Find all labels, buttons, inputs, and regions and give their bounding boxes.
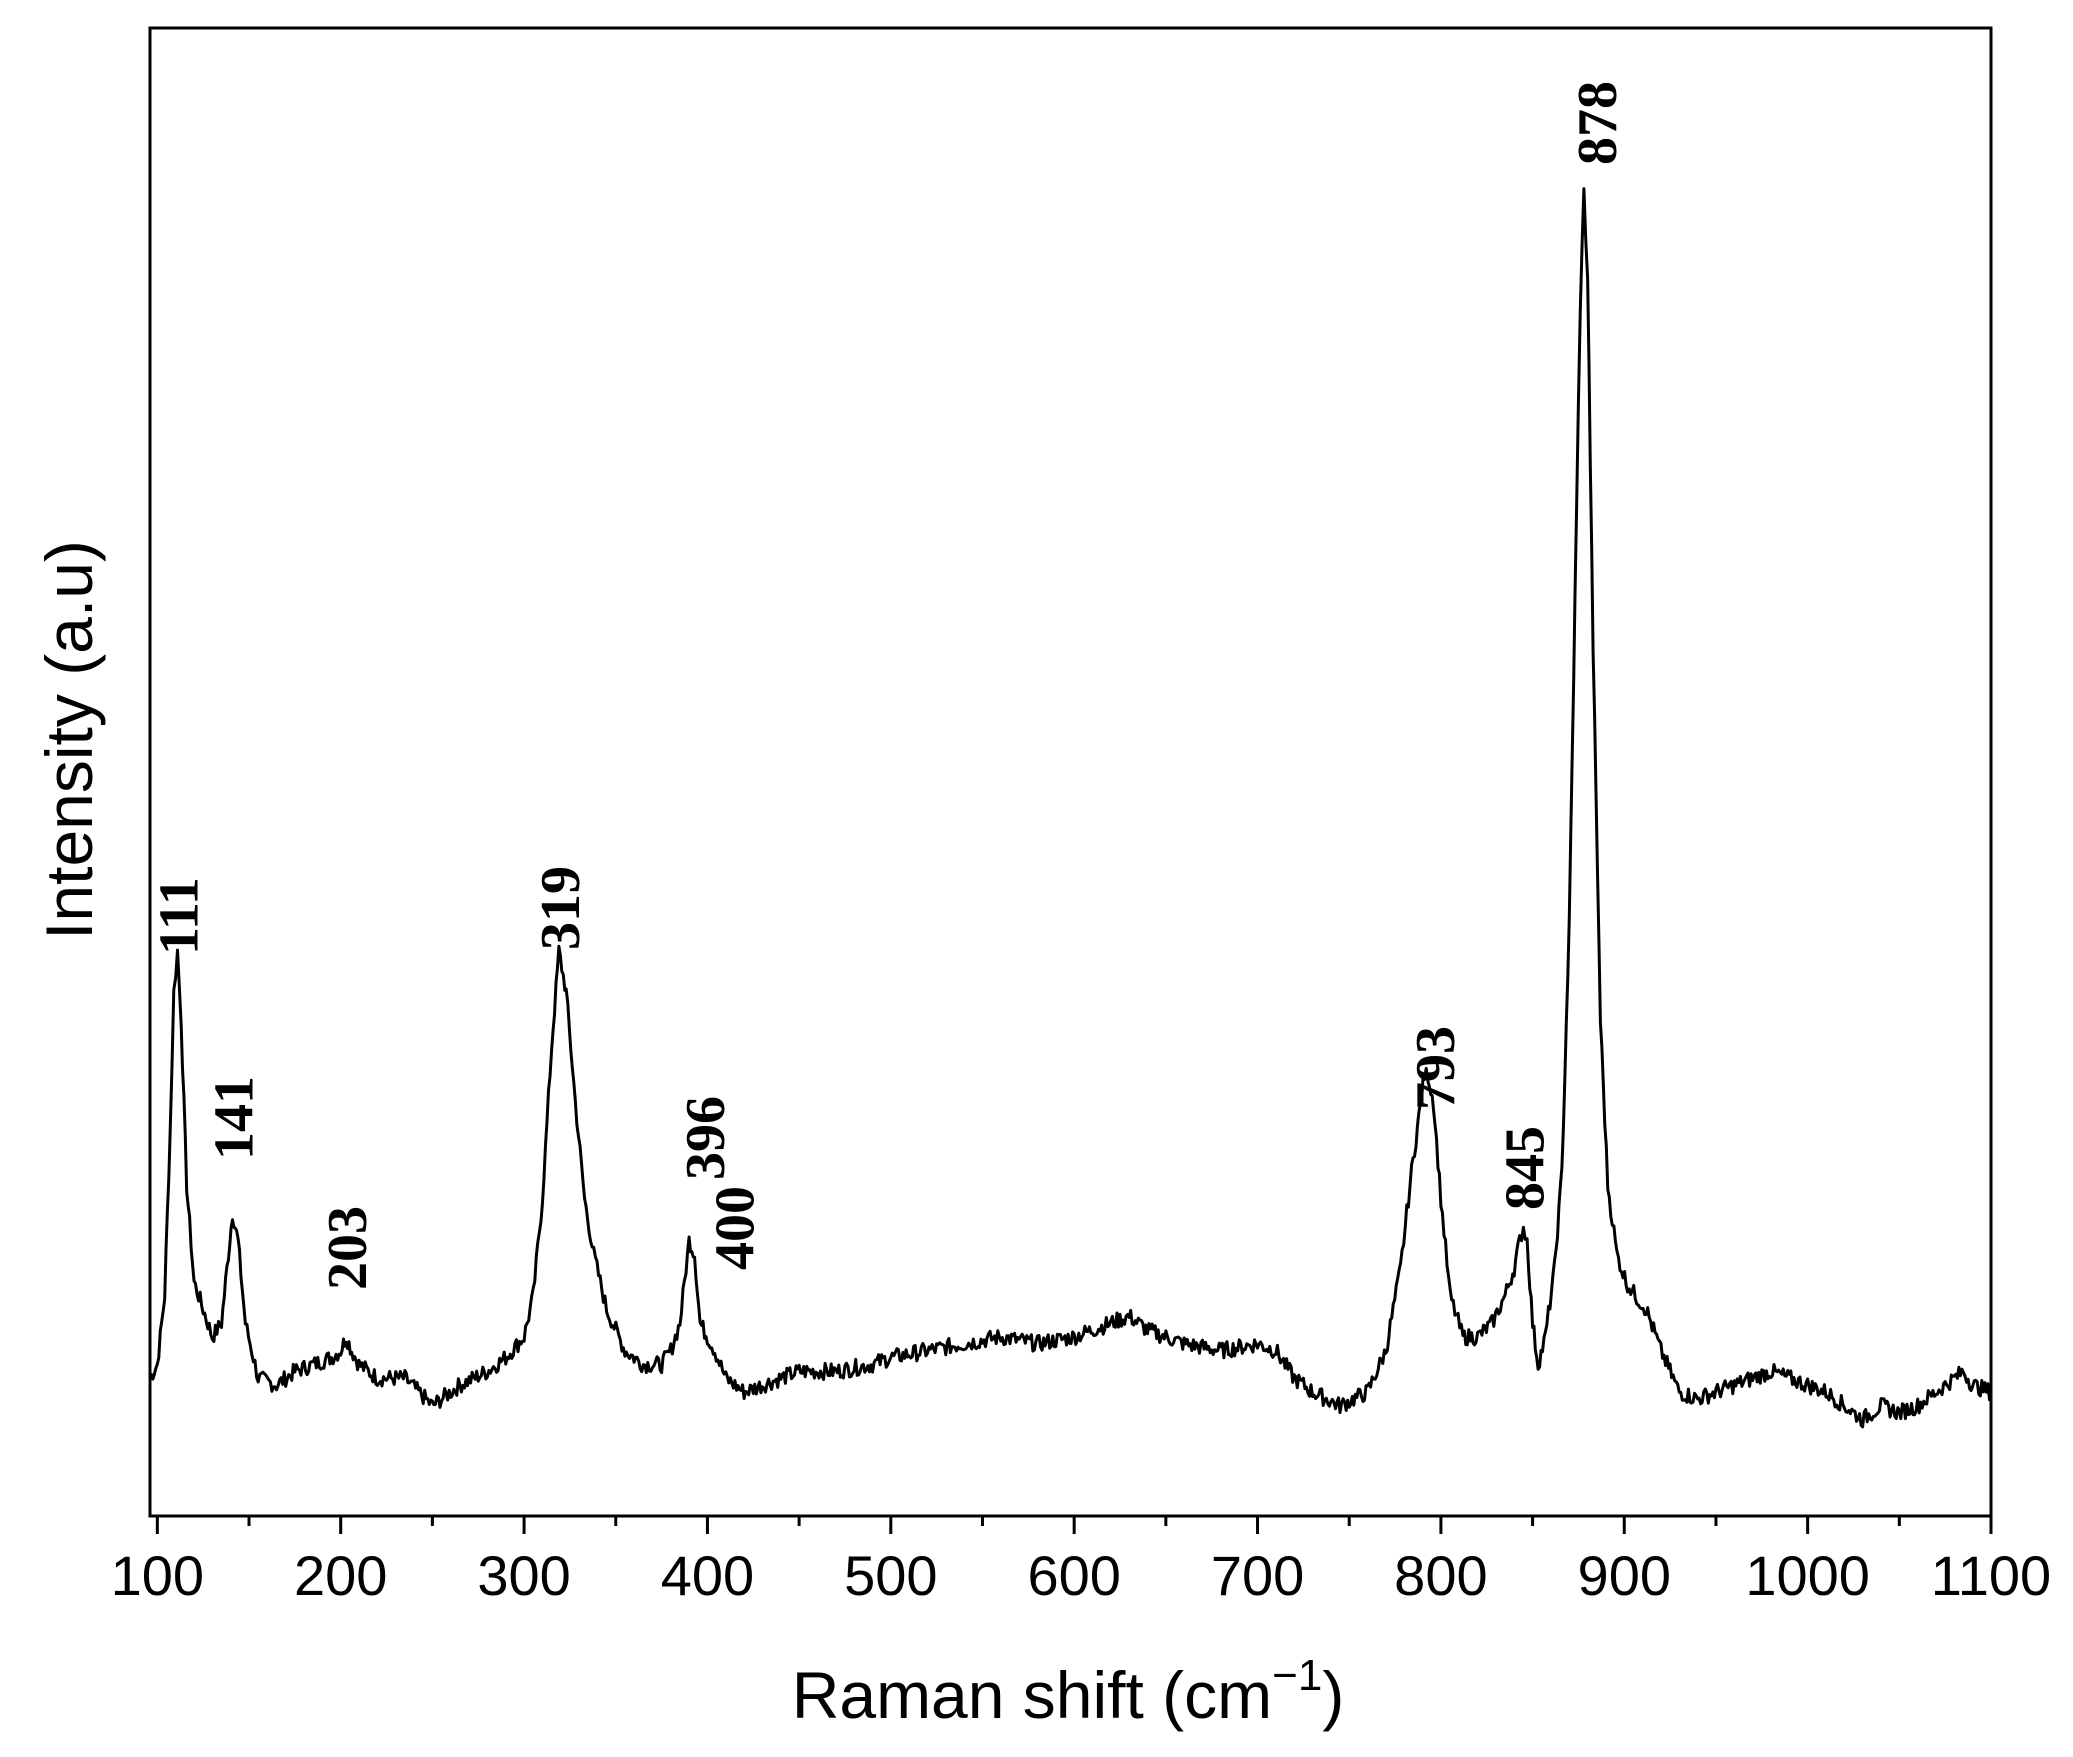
- peak-label: 793: [1405, 1026, 1467, 1110]
- peak-label: 845: [1494, 1126, 1556, 1210]
- x-axis-tick-labels: 100 200 300 400 500 600 700 800 900 1000 1100: [111, 1544, 2052, 1607]
- x-tick-label: 500: [844, 1544, 937, 1607]
- y-axis-title: Intensity (a.u): [32, 540, 106, 940]
- x-tick-label: 200: [294, 1544, 387, 1607]
- peak-label: 141: [204, 1076, 266, 1160]
- plot-frame: [148, 26, 1993, 1518]
- x-tick-label: 400: [661, 1544, 754, 1607]
- x-tick-label: 700: [1211, 1544, 1304, 1607]
- x-tick-label: 1000: [1745, 1544, 1870, 1607]
- peak-label: 878: [1567, 81, 1629, 165]
- peak-label: 400: [704, 1186, 766, 1270]
- x-axis-title: Raman shift (cm−1): [792, 1651, 1345, 1732]
- x-tick-label: 1100: [1931, 1544, 2051, 1607]
- peak-label: 319: [530, 866, 592, 950]
- spectrum-line: [148, 187, 1993, 1429]
- x-tick-label: 300: [477, 1544, 570, 1607]
- peak-label: 111: [149, 877, 211, 955]
- x-tick-label: 800: [1394, 1544, 1487, 1607]
- peak-label: 396: [675, 1096, 737, 1180]
- peak-label: 203: [317, 1206, 379, 1290]
- x-tick-label: 900: [1578, 1544, 1671, 1607]
- x-tick-label: 100: [111, 1544, 204, 1607]
- x-tick-label: 600: [1027, 1544, 1120, 1607]
- x-axis-ticks: [155, 1516, 1993, 1534]
